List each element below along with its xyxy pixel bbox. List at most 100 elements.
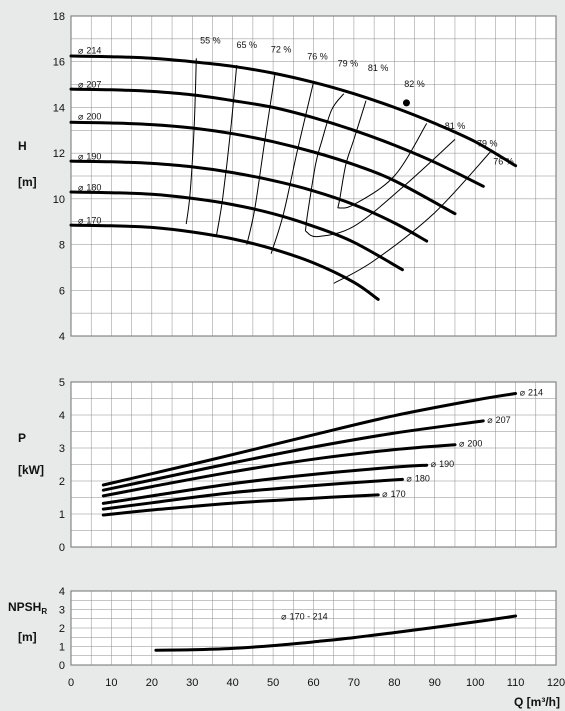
series-label-text: 170	[86, 216, 101, 226]
series-label: ⌀ 200	[78, 112, 101, 122]
efficiency-label: 55 %	[200, 35, 221, 45]
series-label-text: 180	[86, 182, 101, 192]
y-axis-unit: [kW]	[18, 463, 44, 477]
x-tick-label: 110	[507, 677, 525, 689]
series-label: ⌀ 214	[520, 388, 543, 398]
diameter-symbol: ⌀	[487, 415, 493, 425]
series-label: ⌀ 170	[78, 216, 101, 226]
series-line	[101, 493, 380, 517]
efficiency-label: 72 %	[271, 45, 292, 55]
series-label-text: 207	[86, 80, 101, 90]
y-tick-label: 16	[53, 57, 65, 69]
efficiency-label: 65 %	[237, 40, 258, 50]
series-label: ⌀ 190	[78, 152, 101, 162]
best-efficiency-label: 82 %	[404, 79, 425, 89]
series-line	[69, 190, 404, 272]
x-axis-label: Q [m³/h]	[514, 695, 560, 709]
y-axis-unit: [m]	[18, 630, 37, 644]
diameter-symbol: ⌀	[520, 388, 526, 398]
y-tick-label: 10	[53, 194, 65, 206]
x-tick-label: 60	[307, 677, 319, 689]
efficiency-label: 76 %	[493, 157, 514, 167]
x-tick-label: 90	[429, 677, 441, 689]
chart-panel-1: 4 6 8 10 12 14 16 18 H [m] 55 % 65 % 72 % 76 % 79 % 81 …	[18, 11, 557, 343]
y-tick-label: 8	[59, 240, 65, 252]
series-line	[69, 120, 457, 216]
diameter-symbol: ⌀	[459, 439, 465, 449]
series-label-text: 207	[496, 415, 511, 425]
series-label-text: 170	[391, 489, 406, 499]
series-label-text: 190	[439, 459, 454, 469]
y-axis-label: NPSHR	[8, 600, 47, 616]
chart-panel-3: 0 1 2 3 4 NPSHR [m] 0 10 20 30 40 50 60 70 80 90 100 110 12…	[8, 586, 565, 709]
y-tick-label: 2	[59, 476, 65, 488]
y-tick-label: 14	[53, 102, 65, 114]
efficiency-label: 81 %	[368, 63, 389, 73]
y-tick-label: 12	[53, 148, 65, 160]
diameter-symbol: ⌀	[78, 80, 84, 90]
x-tick-label: 0	[68, 677, 74, 689]
y-tick-label: 6	[59, 285, 65, 297]
diameter-symbol: ⌀	[281, 612, 287, 622]
y-axis-label-main: NPSH	[8, 600, 41, 614]
series-label: ⌀ 200	[459, 439, 482, 449]
y-tick-label: 0	[59, 542, 65, 554]
x-tick-label: 20	[146, 677, 158, 689]
series-label: ⌀ 214	[78, 45, 101, 55]
series-line	[101, 477, 404, 511]
series-label-text: 214	[528, 388, 543, 398]
y-tick-label: 3	[59, 443, 65, 455]
diameter-symbol: ⌀	[406, 473, 412, 483]
diameter-symbol: ⌀	[78, 112, 84, 122]
efficiency-curve	[270, 82, 314, 254]
x-tick-label: 120	[547, 677, 565, 689]
y-tick-label: 3	[59, 605, 65, 617]
efficiency-label: 79 %	[338, 58, 359, 68]
x-tick-label: 100	[466, 677, 484, 689]
y-axis-label: P	[18, 431, 26, 445]
series-line	[69, 87, 485, 188]
series-label: ⌀ 207	[78, 80, 101, 90]
best-efficiency-point	[402, 99, 410, 107]
series-label-text: 170 - 214	[290, 612, 328, 622]
efficiency-curve	[216, 65, 238, 236]
series-label-text: 200	[467, 439, 482, 449]
x-tick-label: 70	[348, 677, 360, 689]
x-tick-label: 10	[105, 677, 117, 689]
diameter-symbol: ⌀	[78, 45, 84, 55]
series-label: ⌀ 180	[78, 182, 101, 192]
x-tick-label: 30	[186, 677, 198, 689]
diameter-symbol: ⌀	[431, 459, 437, 469]
efficiency-curve	[337, 100, 367, 209]
series-line	[101, 392, 518, 487]
diameter-symbol: ⌀	[382, 489, 388, 499]
y-tick-label: 4	[59, 410, 65, 422]
y-tick-label: 0	[59, 660, 65, 672]
series-line	[154, 614, 518, 652]
x-tick-label: 80	[388, 677, 400, 689]
series-line	[69, 54, 518, 168]
diameter-symbol: ⌀	[78, 182, 84, 192]
efficiency-label: 76 %	[307, 51, 328, 61]
y-tick-label: 1	[59, 509, 65, 521]
y-tick-label: 5	[59, 377, 65, 389]
series-label-text: 190	[86, 152, 101, 162]
efficiency-curve	[246, 73, 276, 245]
series-line	[69, 159, 429, 243]
efficiency-label: 79 %	[477, 138, 498, 148]
y-axis-label-subscript: R	[41, 607, 47, 616]
y-axis-label: H	[18, 139, 27, 153]
series-line	[101, 463, 429, 505]
grid-lines	[70, 381, 557, 548]
y-axis-unit: [m]	[18, 175, 37, 189]
efficiency-curve	[305, 139, 456, 238]
series-label: ⌀ 170	[382, 489, 405, 499]
y-tick-label: 1	[59, 642, 65, 654]
y-tick-label: 18	[53, 11, 65, 23]
efficiency-label: 81 %	[445, 121, 466, 131]
series-label: ⌀ 190	[431, 459, 454, 469]
grid-lines	[70, 590, 557, 666]
series-label-text: 180	[415, 473, 430, 483]
